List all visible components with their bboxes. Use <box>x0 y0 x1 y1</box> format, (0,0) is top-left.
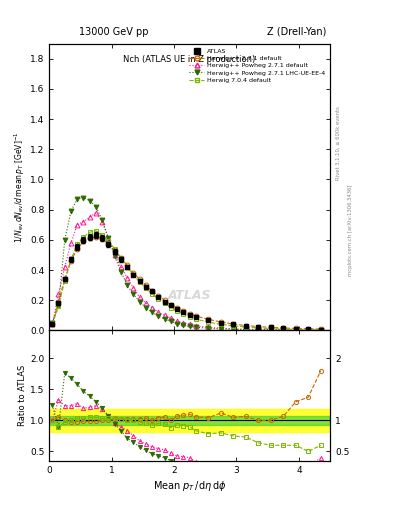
Bar <box>49 409 330 432</box>
Text: Z (Drell-Yan): Z (Drell-Yan) <box>267 27 326 37</box>
Y-axis label: $1/N_{\rm ev}\,dN_{\rm ev}/d\,{\rm mean}\,p_T\;[\rm GeV]^{-1}$: $1/N_{\rm ev}\,dN_{\rm ev}/d\,{\rm mean}… <box>13 131 27 243</box>
Text: ATLAS: ATLAS <box>168 289 211 303</box>
X-axis label: Mean $p_T\,/{\rm d}\eta\,{\rm d}\phi$: Mean $p_T\,/{\rm d}\eta\,{\rm d}\phi$ <box>153 479 226 493</box>
Legend: ATLAS, Herwig++ 2.7.1 default, Herwig++ Powheg 2.7.1 default, Herwig++ Powheg 2.: ATLAS, Herwig++ 2.7.1 default, Herwig++ … <box>187 47 327 85</box>
Text: mcplots.cern.ch [arXiv:1306.3436]: mcplots.cern.ch [arXiv:1306.3436] <box>348 185 353 276</box>
Text: 13000 GeV pp: 13000 GeV pp <box>79 27 148 37</box>
Text: Rivet 3.1.10, ≥ 600k events: Rivet 3.1.10, ≥ 600k events <box>336 106 341 180</box>
Text: Nch (ATLAS UE in Z production): Nch (ATLAS UE in Z production) <box>123 55 256 64</box>
Bar <box>49 416 330 425</box>
Y-axis label: Ratio to ATLAS: Ratio to ATLAS <box>18 365 27 426</box>
